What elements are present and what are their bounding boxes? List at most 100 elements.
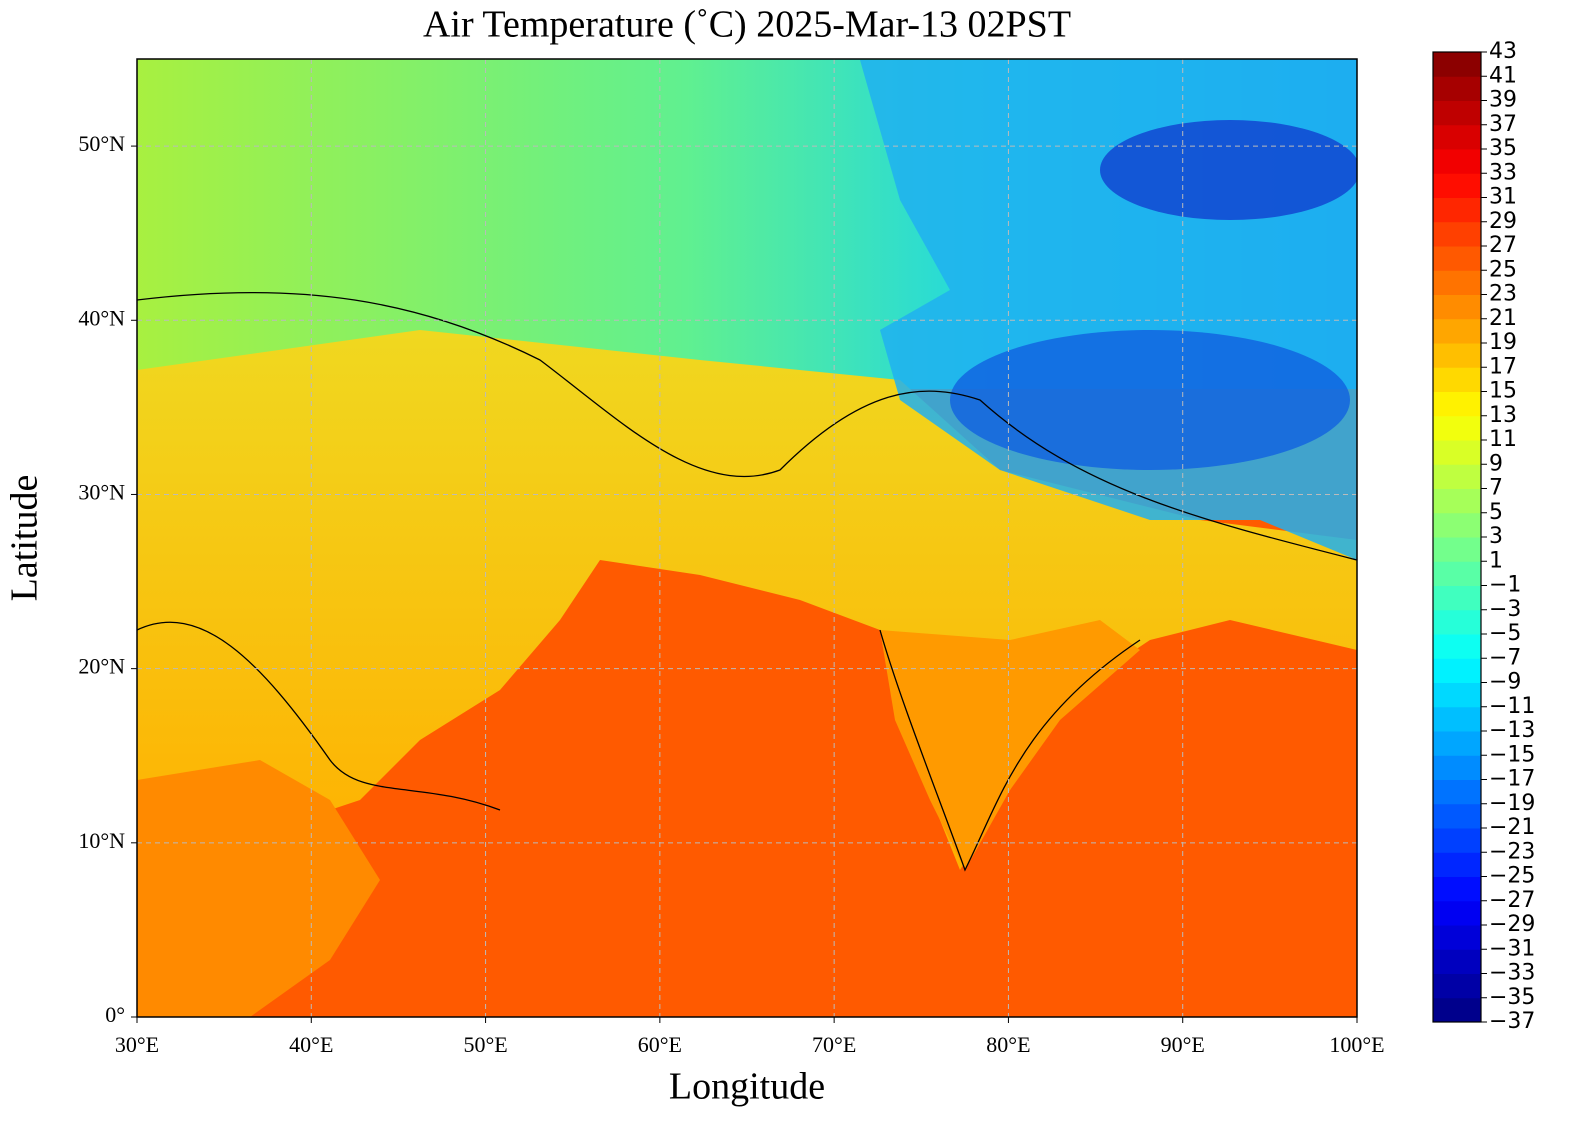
x-tick-label: 70°E [812, 1032, 856, 1057]
colorbar-tick-label: 31 [1489, 185, 1517, 210]
colorbar-tick-label: −37 [1489, 1009, 1535, 1034]
y-tick-label: 50°N [78, 131, 125, 156]
colorbar-segment [1433, 585, 1481, 611]
colorbar-tick-label: 37 [1489, 112, 1517, 137]
colorbar-segment [1433, 464, 1481, 489]
colorbar-segment [1433, 561, 1481, 586]
colorbar-tick-label: −13 [1489, 718, 1535, 743]
colorbar-tick-label: −35 [1489, 985, 1535, 1010]
colorbar-tick-label: 7 [1489, 476, 1503, 501]
coastlines [137, 291, 1357, 872]
colorbar: −37−35−33−31−29−27−25−23−21−19−17−15−13−… [1432, 39, 1535, 1034]
colorbar-segment [1433, 367, 1481, 392]
x-tick-label: 100°E [1329, 1032, 1384, 1057]
colorbar-tick-label: 17 [1489, 354, 1517, 379]
colorbar-tick-label: −33 [1489, 961, 1535, 986]
colorbar-segment [1433, 779, 1481, 805]
colorbar-tick-label: 1 [1489, 548, 1503, 573]
colorbar-segment [1433, 755, 1481, 780]
colorbar-segment [1433, 270, 1481, 295]
colorbar-segment [1433, 100, 1481, 126]
y-tick-label: 40°N [78, 305, 125, 330]
colorbar-tick-label: 41 [1489, 63, 1517, 88]
colorbar-tick-label: 5 [1489, 500, 1503, 525]
x-tick-label: 60°E [638, 1032, 682, 1057]
colorbar-tick-label: −15 [1489, 742, 1535, 767]
x-tick-label: 50°E [463, 1032, 507, 1057]
colorbar-tick-label: 9 [1489, 451, 1503, 476]
colorbar-segment [1433, 876, 1481, 902]
y-tick-label: 30°N [78, 480, 125, 505]
colorbar-tick-label: −19 [1489, 791, 1535, 816]
x-tick-label: 40°E [289, 1032, 333, 1057]
colorbar-tick-label: 27 [1489, 233, 1517, 258]
y-tick-label: 20°N [78, 654, 125, 679]
colorbar-tick-label: −31 [1489, 936, 1535, 961]
colorbar-segment [1433, 488, 1481, 514]
y-tick-label: 0° [105, 1002, 125, 1027]
colorbar-tick-label: 29 [1489, 209, 1517, 234]
colorbar-segment [1433, 706, 1481, 732]
colorbar-segment [1433, 415, 1481, 441]
colorbar-tick-label: −3 [1489, 597, 1521, 622]
colorbar-segment [1433, 537, 1481, 562]
colorbar-tick-label: 3 [1489, 524, 1503, 549]
x-tick-label: 30°E [115, 1032, 159, 1057]
colorbar-segment [1433, 828, 1481, 853]
colorbar-segment [1433, 731, 1481, 756]
colorbar-segment [1433, 246, 1481, 271]
colorbar-segment [1433, 609, 1481, 635]
colorbar-segment [1433, 925, 1481, 950]
colorbar-tick-label: 33 [1489, 160, 1517, 185]
colorbar-tick-label: 25 [1489, 257, 1517, 282]
colorbar-tick-label: 23 [1489, 282, 1517, 307]
colorbar-tick-label: −21 [1489, 815, 1535, 840]
colorbar-segment [1433, 343, 1481, 368]
colorbar-segment [1433, 124, 1481, 150]
colorbar-tick-label: −17 [1489, 767, 1535, 792]
colorbar-segment [1433, 900, 1481, 926]
colorbar-tick-label: −11 [1489, 694, 1535, 719]
africa [137, 760, 380, 1017]
colorbar-segment [1433, 440, 1481, 465]
colorbar-tick-label: 39 [1489, 88, 1517, 113]
colorbar-tick-label: −5 [1489, 621, 1521, 646]
colorbar-segment [1433, 658, 1481, 683]
plot-frame [136, 58, 1358, 1018]
colorbar-segment [1433, 52, 1481, 77]
colorbar-tick-label: −1 [1489, 573, 1521, 598]
tibet-cold [950, 330, 1350, 470]
colorbar-segment [1433, 997, 1481, 1023]
colorbar-tick-label: 13 [1489, 403, 1517, 428]
colorbar-segment [1433, 149, 1481, 174]
colorbar-segment [1433, 949, 1481, 974]
colorbar-segment [1433, 634, 1481, 659]
colorbar-segment [1433, 173, 1481, 198]
land-warm [137, 330, 1357, 870]
colorbar-segment [1433, 318, 1481, 344]
colorbar-tick-label: 19 [1489, 330, 1517, 355]
colorbar-segment [1433, 197, 1481, 223]
title: Air Temperature (˚C) 2025-Mar-13 02PST [423, 4, 1071, 46]
x-tick-label: 90°E [1161, 1032, 1205, 1057]
colorbar-tick-label: −23 [1489, 839, 1535, 864]
colorbar-segment [1433, 852, 1481, 877]
colorbar-tick-label: 21 [1489, 306, 1517, 331]
colorbar-tick-label: −9 [1489, 670, 1521, 695]
mongolia-cold [1100, 120, 1357, 220]
colorbar-segment [1433, 512, 1481, 538]
colorbar-tick-label: 15 [1489, 379, 1517, 404]
colorbar-tick-label: −7 [1489, 645, 1521, 670]
colorbar-segment [1433, 221, 1481, 247]
india [880, 620, 1140, 870]
colorbar-tick-label: 11 [1489, 427, 1517, 452]
y-tick-label: 10°N [78, 828, 125, 853]
colorbar-tick-label: 35 [1489, 136, 1517, 161]
colorbar-segment [1433, 391, 1481, 417]
colorbar-segment [1433, 973, 1481, 999]
colorbar-segment [1433, 76, 1481, 101]
x-axis-label: Longitude [669, 1066, 825, 1108]
colorbar-tick-label: −27 [1489, 888, 1535, 913]
colorbar-segment [1433, 803, 1481, 829]
